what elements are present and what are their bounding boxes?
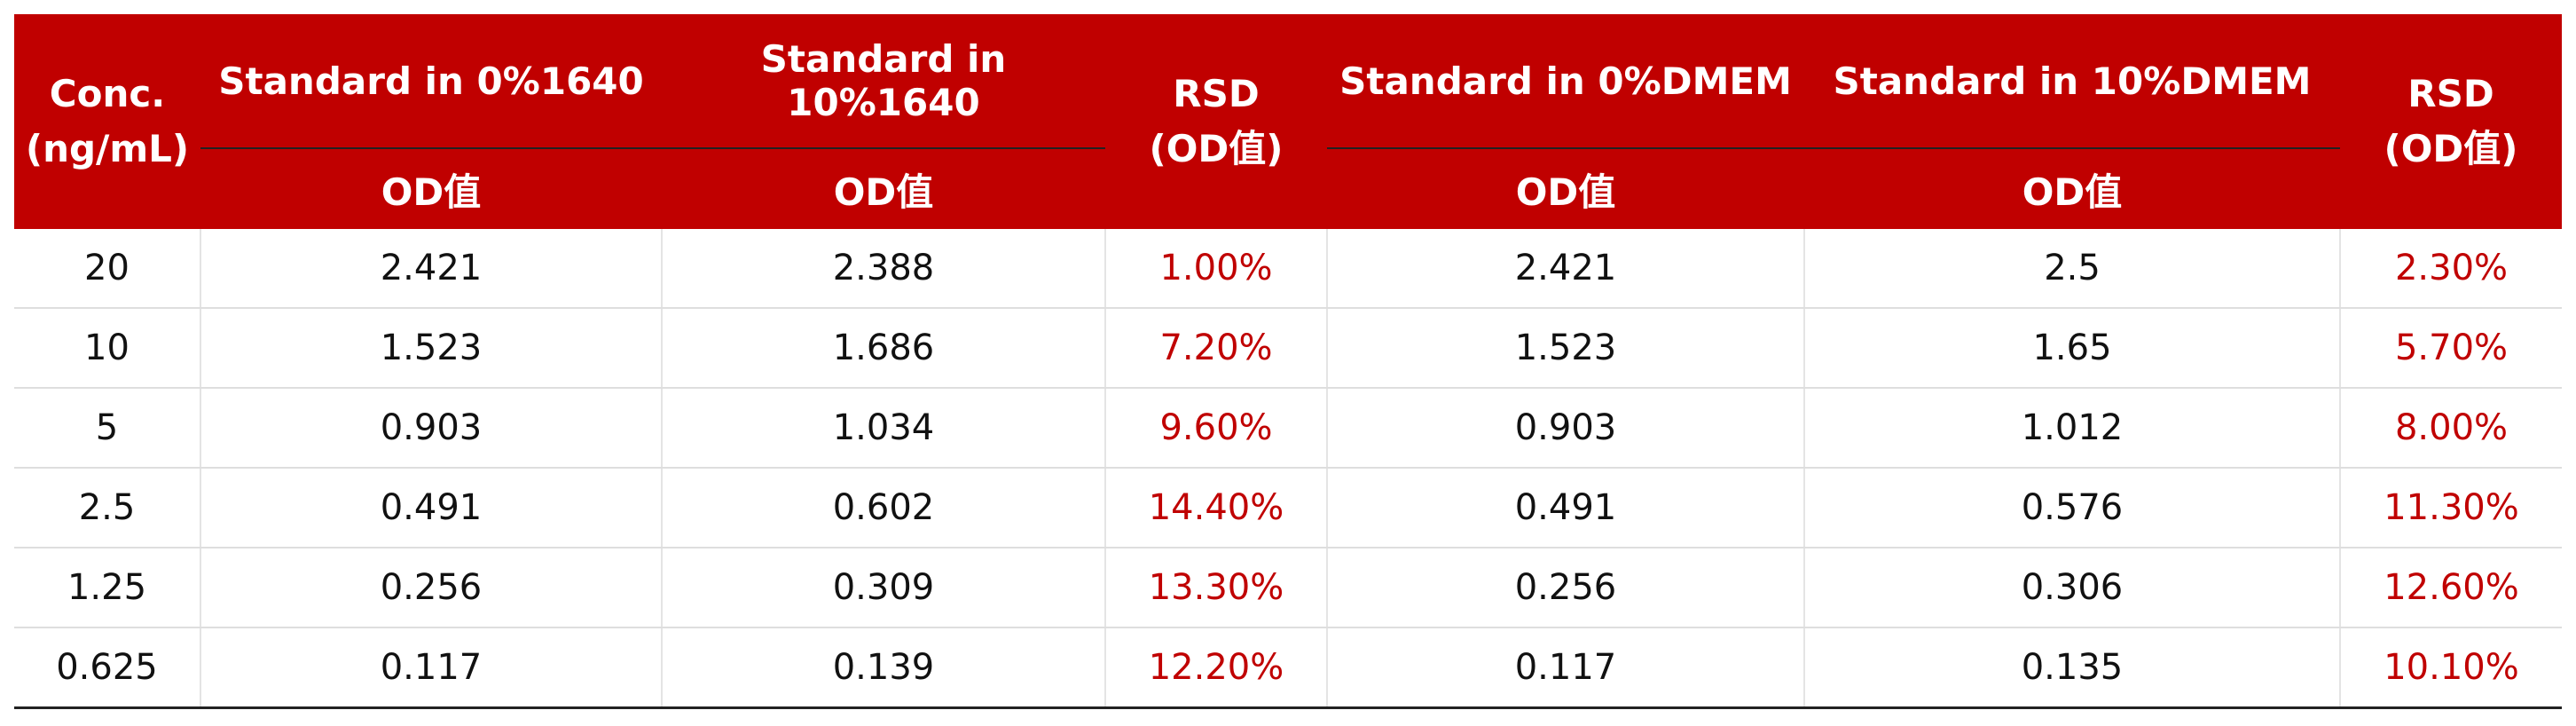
table-row: 0.625 0.117 0.139 12.20% 0.117 0.135 10.10% xyxy=(14,627,2562,709)
od-10-1640-cell: 1.034 xyxy=(662,388,1106,469)
od-10-1640-cell: 2.388 xyxy=(662,229,1106,309)
od-10-dmem-cell: 0.576 xyxy=(1804,468,2341,548)
table-body: 20 2.421 2.388 1.00% 2.421 2.5 2.30% 10 1.523 1.6… xyxy=(14,229,2562,709)
rsd-header-line1: RSD xyxy=(2407,72,2494,115)
rsd-dmem-cell: 8.00% xyxy=(2340,388,2562,469)
conc-cell: 2.5 xyxy=(14,468,201,548)
rsd-1640-cell: 13.30% xyxy=(1105,548,1328,628)
conc-header: Conc. (ng/mL) xyxy=(14,14,200,229)
table-row: 5 0.903 1.034 9.60% 0.903 1.012 8.00% xyxy=(14,388,2562,469)
od-0-1640-cell: 0.117 xyxy=(200,627,663,709)
od-10-dmem-cell: 0.306 xyxy=(1804,548,2341,628)
table-row: 2.5 0.491 0.602 14.40% 0.491 0.576 11.30% xyxy=(14,468,2562,548)
od-subheader: OD值 xyxy=(1804,148,2340,229)
table-row: 10 1.523 1.686 7.20% 1.523 1.65 5.70% xyxy=(14,308,2562,389)
rsd-header-dmem: RSD (OD值) xyxy=(2340,14,2562,229)
od-0-dmem-cell: 0.117 xyxy=(1327,627,1805,709)
od-0-1640-cell: 0.491 xyxy=(200,468,663,548)
od-10-1640-cell: 0.602 xyxy=(662,468,1106,548)
conc-cell: 10 xyxy=(14,308,201,389)
group-header-10-dmem: Standard in 10%DMEM xyxy=(1804,14,2340,149)
group-header-10-1640: Standard in 10%1640 xyxy=(662,14,1105,149)
conc-header-line2: (ng/mL) xyxy=(25,127,190,170)
rsd-dmem-cell: 10.10% xyxy=(2340,627,2562,709)
rsd-1640-cell: 7.20% xyxy=(1105,308,1328,389)
conc-cell: 20 xyxy=(14,229,201,309)
group-header-0-1640: Standard in 0%1640 xyxy=(200,14,662,149)
od-10-1640-cell: 0.139 xyxy=(662,627,1106,709)
od-subheader: OD值 xyxy=(200,148,662,229)
table-row: 1.25 0.256 0.309 13.30% 0.256 0.306 12.60% xyxy=(14,548,2562,628)
rsd-dmem-cell: 12.60% xyxy=(2340,548,2562,628)
rsd-1640-cell: 14.40% xyxy=(1105,468,1328,548)
table-header: Conc. (ng/mL) Standard in 0%1640 Standar… xyxy=(14,14,2562,229)
od-10-1640-cell: 1.686 xyxy=(662,308,1106,389)
rsd-dmem-cell: 2.30% xyxy=(2340,229,2562,309)
od-10-dmem-cell: 0.135 xyxy=(1804,627,2341,709)
od-0-1640-cell: 0.903 xyxy=(200,388,663,469)
rsd-dmem-cell: 5.70% xyxy=(2340,308,2562,389)
group-header-0-dmem: Standard in 0%DMEM xyxy=(1327,14,1804,149)
od-subheader: OD值 xyxy=(1327,148,1804,229)
od-0-dmem-cell: 1.523 xyxy=(1327,308,1805,389)
rsd-1640-cell: 1.00% xyxy=(1105,229,1328,309)
od-0-dmem-cell: 0.256 xyxy=(1327,548,1805,628)
rsd-dmem-cell: 11.30% xyxy=(2340,468,2562,548)
od-subheader: OD值 xyxy=(662,148,1105,229)
conc-cell: 1.25 xyxy=(14,548,201,628)
conc-header-line1: Conc. xyxy=(49,72,166,115)
table-row: 20 2.421 2.388 1.00% 2.421 2.5 2.30% xyxy=(14,229,2562,309)
data-table-container: Conc. (ng/mL) Standard in 0%1640 Standar… xyxy=(14,14,2562,709)
rsd-header-line2: (OD值) xyxy=(2384,127,2518,170)
od-10-dmem-cell: 1.65 xyxy=(1804,308,2341,389)
rsd-header-line2: (OD值) xyxy=(1149,127,1284,170)
rsd-1640-cell: 9.60% xyxy=(1105,388,1328,469)
od-0-dmem-cell: 0.491 xyxy=(1327,468,1805,548)
od-10-dmem-cell: 2.5 xyxy=(1804,229,2341,309)
od-10-1640-cell: 0.309 xyxy=(662,548,1106,628)
conc-cell: 0.625 xyxy=(14,627,201,709)
rsd-header-line1: RSD xyxy=(1173,72,1260,115)
od-0-dmem-cell: 2.421 xyxy=(1327,229,1805,309)
od-0-dmem-cell: 0.903 xyxy=(1327,388,1805,469)
rsd-header-1640: RSD (OD值) xyxy=(1105,14,1327,229)
rsd-1640-cell: 12.20% xyxy=(1105,627,1328,709)
od-10-dmem-cell: 1.012 xyxy=(1804,388,2341,469)
od-standard-table: Conc. (ng/mL) Standard in 0%1640 Standar… xyxy=(14,14,2562,709)
od-0-1640-cell: 1.523 xyxy=(200,308,663,389)
od-0-1640-cell: 0.256 xyxy=(200,548,663,628)
conc-cell: 5 xyxy=(14,388,201,469)
od-0-1640-cell: 2.421 xyxy=(200,229,663,309)
